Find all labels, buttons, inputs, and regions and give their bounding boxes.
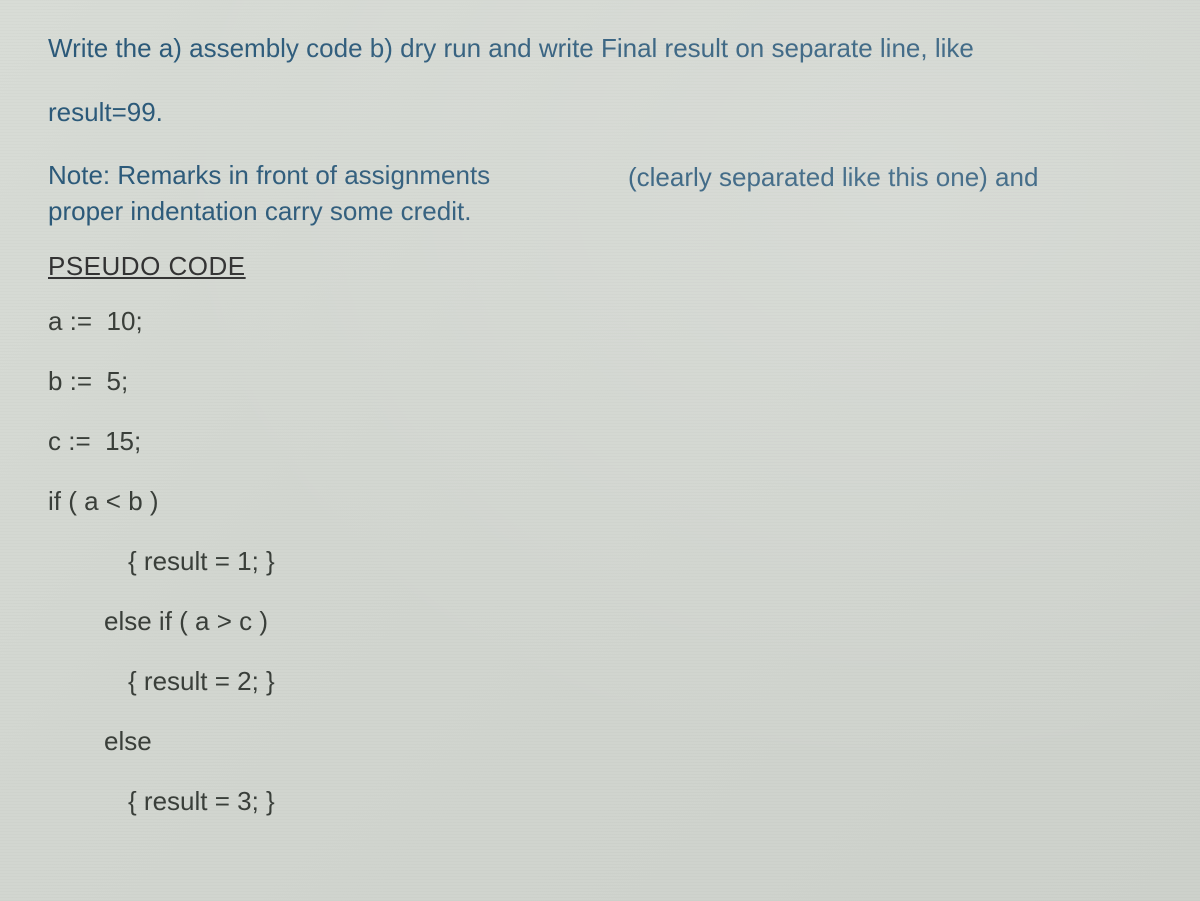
- pseudo-code-block: a := 10; b := 5; c := 15; if ( a < b ) {…: [48, 308, 1152, 814]
- note-left-line2: proper indentation carry some credit.: [48, 193, 568, 229]
- note-row: Note: Remarks in front of assignments pr…: [48, 157, 1152, 230]
- code-line-result2: { result = 2; }: [48, 668, 1152, 694]
- code-line-if: if ( a < b ): [48, 488, 1152, 514]
- prompt-line-2: result=99.: [48, 92, 1152, 132]
- note-left: Note: Remarks in front of assignments pr…: [48, 157, 568, 230]
- code-line-result1: { result = 1; }: [48, 548, 1152, 574]
- code-line-a: a := 10;: [48, 308, 1152, 334]
- pseudo-code-heading: PSEUDO CODE: [48, 251, 1152, 282]
- note-right: (clearly separated like this one) and: [628, 157, 1152, 230]
- code-line-else: else: [48, 728, 1152, 754]
- code-line-b: b := 5;: [48, 368, 1152, 394]
- question-page: Write the a) assembly code b) dry run an…: [0, 0, 1200, 901]
- code-line-result3: { result = 3; }: [48, 788, 1152, 814]
- code-line-elseif: else if ( a > c ): [48, 608, 1152, 634]
- code-line-c: c := 15;: [48, 428, 1152, 454]
- note-left-line1: Note: Remarks in front of assignments: [48, 157, 568, 193]
- prompt-line-1: Write the a) assembly code b) dry run an…: [48, 28, 1152, 68]
